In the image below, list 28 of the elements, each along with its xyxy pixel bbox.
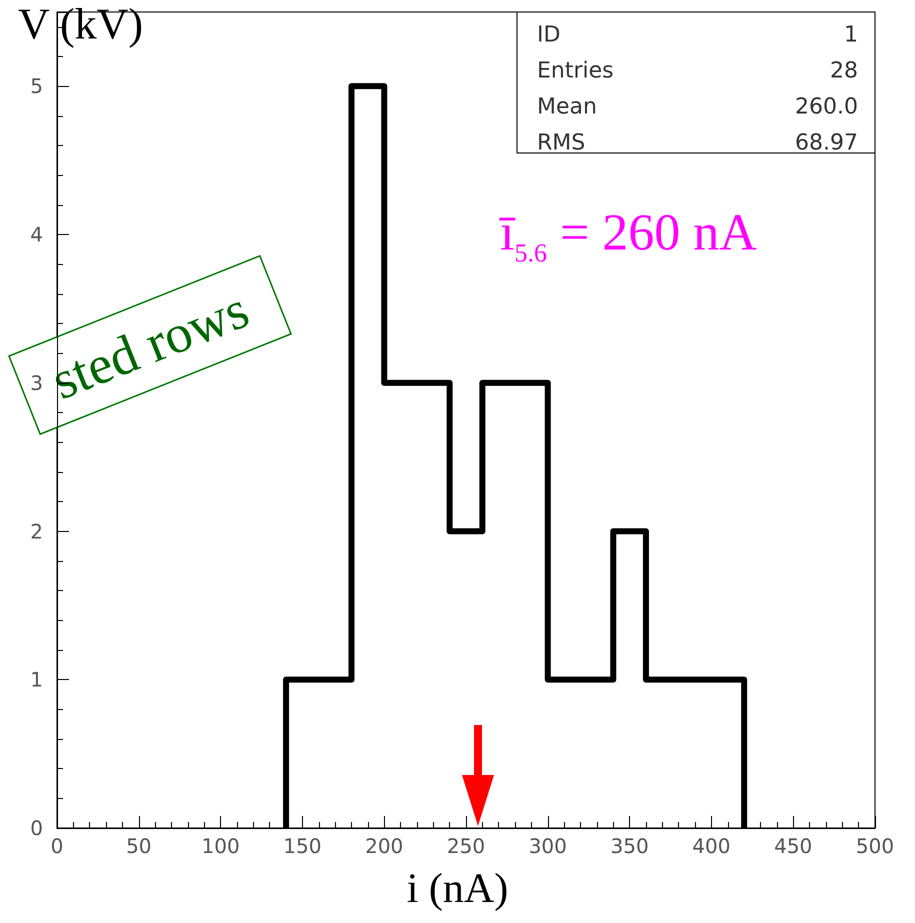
- y-tick-label: 1: [30, 668, 43, 692]
- y-tick-label: 5: [30, 74, 43, 98]
- annotation: sted rows: [43, 279, 257, 411]
- y-tick-label: 2: [30, 519, 43, 544]
- annotation: 28: [830, 58, 858, 84]
- annotation: 260.0: [795, 94, 858, 120]
- x-tick-label: 500: [856, 834, 894, 858]
- annotation: Mean: [537, 94, 597, 120]
- x-axis-title: i (nA): [406, 866, 508, 912]
- annotation: 68.97: [795, 130, 858, 156]
- annotation: RMS: [537, 130, 586, 156]
- y-axis-title: V (kV): [18, 0, 144, 48]
- x-tick-label: 50: [126, 834, 152, 858]
- x-tick-label: 300: [528, 834, 567, 858]
- x-tick-label: 150: [283, 834, 322, 858]
- x-tick-label: 450: [774, 834, 812, 858]
- annotation: Entries: [537, 58, 614, 84]
- annotation: 1: [844, 22, 858, 48]
- x-tick-label: 350: [610, 834, 649, 858]
- y-tick-label: 4: [30, 222, 43, 247]
- annotation: ID: [537, 22, 560, 48]
- y-tick-label: 3: [30, 370, 43, 395]
- x-tick-label: 100: [202, 834, 240, 858]
- x-tick-label: 250: [446, 834, 486, 858]
- x-tick-label: 200: [365, 834, 404, 858]
- y-tick-label: 0: [30, 816, 43, 840]
- x-tick-label: 400: [692, 834, 730, 858]
- x-tick-label: 0: [50, 834, 64, 858]
